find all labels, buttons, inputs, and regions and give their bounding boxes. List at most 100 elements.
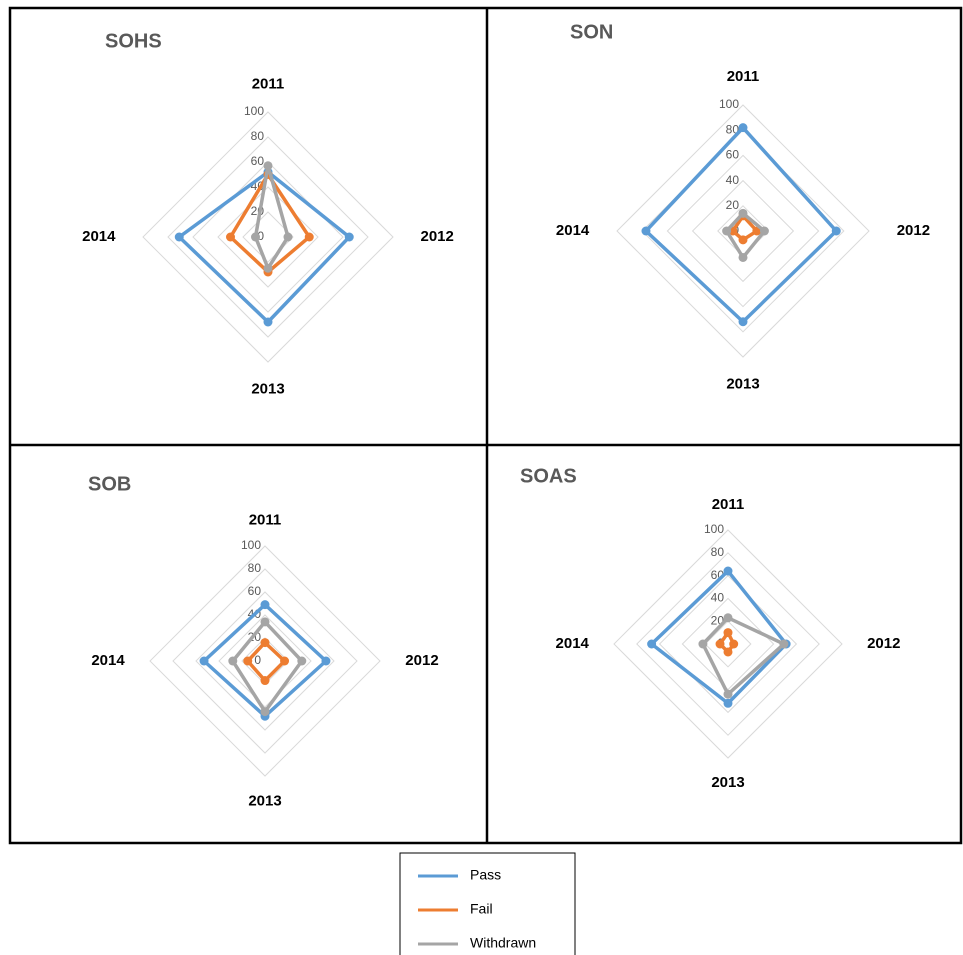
category-label: 2013 <box>248 792 281 809</box>
r-tick-label: 60 <box>251 154 265 168</box>
data-point <box>759 226 769 236</box>
category-label: 2011 <box>252 75 285 92</box>
data-point <box>344 232 354 242</box>
r-tick-label: 100 <box>719 97 739 111</box>
data-point <box>263 263 273 273</box>
grid-line <box>172 568 358 754</box>
r-tick-label: 40 <box>726 173 740 187</box>
grid-line <box>142 111 394 363</box>
category-label: 2012 <box>421 228 454 245</box>
data-point <box>260 638 270 648</box>
data-point <box>263 161 273 171</box>
data-point <box>283 232 293 242</box>
grid-line <box>218 614 312 708</box>
data-point <box>723 698 733 708</box>
category-label: 2011 <box>727 68 760 85</box>
category-label: 2014 <box>556 635 590 652</box>
data-point <box>228 656 238 666</box>
data-point <box>174 232 184 242</box>
data-point <box>641 226 651 236</box>
category-label: 2013 <box>711 774 744 791</box>
data-point <box>738 235 748 245</box>
data-point <box>729 639 739 649</box>
series-line <box>246 640 287 683</box>
grid-line <box>149 545 381 777</box>
data-point <box>779 639 789 649</box>
r-tick-label: 80 <box>248 561 262 575</box>
data-point <box>738 208 748 218</box>
data-point <box>304 232 314 242</box>
legend-label: Withdrawn <box>470 935 536 951</box>
data-point <box>297 656 307 666</box>
data-point <box>831 226 841 236</box>
category-label: 2011 <box>249 512 282 529</box>
data-point <box>263 317 273 327</box>
grid-line <box>616 104 870 358</box>
data-point <box>723 647 733 657</box>
category-label: 2013 <box>251 380 284 397</box>
r-tick-label: 100 <box>244 104 264 118</box>
data-point <box>199 656 209 666</box>
grid-line <box>681 597 775 691</box>
grid-line <box>195 591 335 731</box>
data-point <box>738 123 748 133</box>
r-tick-label: 20 <box>726 198 740 212</box>
chart-title: SOB <box>88 473 131 495</box>
data-point <box>260 707 270 717</box>
grid-line <box>613 529 843 759</box>
r-tick-label: 100 <box>241 538 261 552</box>
category-label: 2011 <box>712 496 745 513</box>
r-tick-label: 0 <box>254 653 261 667</box>
category-label: 2013 <box>726 376 759 393</box>
grid-line <box>691 179 795 283</box>
grid-line <box>217 186 319 288</box>
r-tick-label: 80 <box>251 129 265 143</box>
chart-title: SOAS <box>520 465 577 487</box>
category-label: 2014 <box>556 222 590 239</box>
r-tick-label: 80 <box>711 545 725 559</box>
data-point <box>260 676 270 686</box>
data-point <box>723 613 733 623</box>
category-label: 2012 <box>867 635 900 652</box>
chart-title: SOHS <box>105 30 162 52</box>
r-tick-label: 60 <box>248 584 262 598</box>
data-point <box>243 656 253 666</box>
r-tick-label: 40 <box>711 591 725 605</box>
data-point <box>260 617 270 627</box>
legend-label: Pass <box>470 867 501 883</box>
series-line <box>701 616 786 696</box>
data-point <box>723 689 733 699</box>
grid-line <box>636 552 820 736</box>
data-point <box>321 656 331 666</box>
grid-line <box>704 620 752 668</box>
r-tick-label: 100 <box>704 522 724 536</box>
category-label: 2014 <box>82 228 116 245</box>
legend-label: Fail <box>470 901 493 917</box>
category-label: 2012 <box>405 652 438 669</box>
data-point <box>723 628 733 638</box>
grid-line <box>192 161 344 313</box>
data-point <box>722 226 732 236</box>
data-point <box>723 566 733 576</box>
grid-line <box>641 129 845 333</box>
data-point <box>715 639 725 649</box>
data-point <box>280 656 290 666</box>
data-point <box>260 600 270 610</box>
r-tick-label: 0 <box>257 229 264 243</box>
grid-line <box>167 136 369 338</box>
category-label: 2014 <box>91 652 125 669</box>
data-point <box>251 232 260 242</box>
data-point <box>647 639 657 649</box>
grid-line <box>666 154 820 308</box>
grid-line <box>658 574 798 714</box>
legend-box <box>399 852 576 955</box>
chart-title: SON <box>570 21 613 43</box>
data-point <box>226 232 235 242</box>
r-tick-label: 60 <box>726 148 740 162</box>
data-point <box>738 252 748 262</box>
data-point <box>698 639 708 649</box>
frame <box>8 6 963 845</box>
category-label: 2012 <box>897 222 930 239</box>
data-point <box>738 317 748 327</box>
